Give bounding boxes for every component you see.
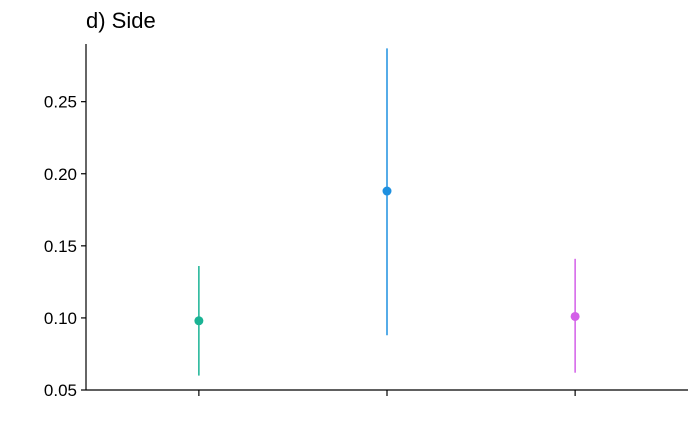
data-point-1 bbox=[194, 316, 204, 326]
y-tick-label: 0.15 bbox=[44, 237, 77, 256]
y-tick-label: 0.20 bbox=[44, 165, 77, 184]
chart-title: d) Side bbox=[86, 8, 156, 33]
y-tick-label: 0.25 bbox=[44, 93, 77, 112]
y-tick-label: 0.10 bbox=[44, 309, 77, 328]
data-marks bbox=[194, 48, 580, 376]
data-point-3 bbox=[570, 311, 580, 321]
data-point-2 bbox=[382, 186, 392, 196]
axes: 0.05 0.10 0.15 0.20 0.25 bbox=[44, 44, 688, 400]
y-tick-label: 0.05 bbox=[44, 381, 77, 400]
